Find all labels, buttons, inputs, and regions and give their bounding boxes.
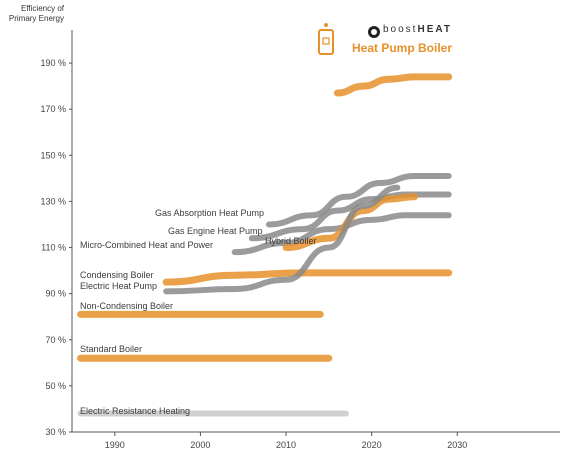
series-line-condensing-boiler	[162, 269, 453, 286]
y-tick-label: 190 %	[40, 58, 66, 68]
brand-prefix: boost	[383, 24, 418, 35]
series-layer	[77, 73, 453, 417]
series-line-gas-absorption-heat-pump	[265, 173, 452, 228]
x-tick-label: 2030	[447, 440, 467, 450]
y-tick-label: 90 %	[45, 289, 66, 299]
y-tick-label: 150 %	[40, 150, 66, 160]
series-label: Electric Resistance Heating	[80, 406, 190, 416]
axes: 30 % 50 % 70 % 90 % 110 % 130 % 150 % 170 % 190 …	[40, 30, 560, 450]
series-label: Condensing Boiler	[80, 270, 154, 280]
logo	[316, 20, 486, 66]
y-tick-label: 70 %	[45, 335, 66, 345]
y-tick-label: 110 %	[41, 243, 66, 253]
x-tick-label: 2020	[362, 440, 382, 450]
series-line-electric-heat-pump	[163, 184, 401, 295]
series-line-heat-pump-boiler	[333, 73, 453, 97]
series-label: Micro-Combined Heat and Power	[80, 240, 213, 250]
series-label: Electric Heat Pump	[80, 281, 157, 291]
x-tick-label: 2000	[190, 440, 210, 450]
brand-suffix: HEAT	[417, 24, 452, 35]
logo-title: Heat Pump Boiler	[352, 41, 453, 55]
series-label: Gas Engine Heat Pump	[168, 226, 263, 236]
series-line-hybrid-boiler	[282, 193, 418, 252]
y-tick-label: 30 %	[45, 427, 66, 437]
series-labels: Gas Absorption Heat Pump Gas Engine Heat …	[80, 208, 317, 416]
brand-name: boostHEAT	[383, 24, 452, 35]
series-line-micro-combined-heat-and-power	[231, 212, 452, 256]
series-label: Hybrid Boiler	[265, 236, 317, 246]
x-tick-label: 2010	[276, 440, 296, 450]
series-label: Non-Condensing Boiler	[80, 301, 173, 311]
series-label: Standard Boiler	[80, 344, 142, 354]
boiler-icon	[318, 29, 334, 55]
x-tick-label: 1990	[105, 440, 125, 450]
series-label: Gas Absorption Heat Pump	[155, 208, 264, 218]
y-axis-title: Efficiency of Primary Energy	[8, 4, 64, 23]
y-tick-label: 130 %	[40, 196, 66, 206]
y-tick-label: 170 %	[40, 104, 66, 114]
y-tick-label: 50 %	[45, 381, 66, 391]
